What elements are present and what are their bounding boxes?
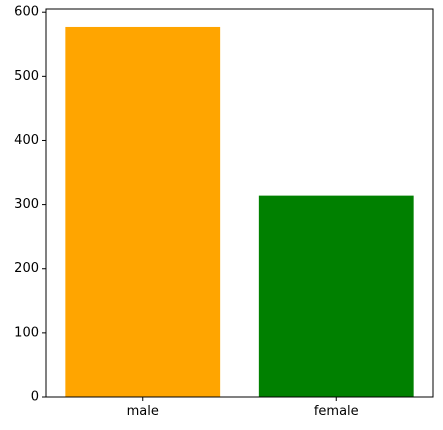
plot-frame — [45, 8, 434, 398]
y-axis: 0 100 200 300 400 500 600 — [14, 5, 46, 405]
y-tick-label-200: 200 — [14, 261, 39, 276]
y-tick-label-400: 400 — [14, 133, 39, 148]
y-tick-label-100: 100 — [14, 325, 39, 340]
x-axis: male female — [127, 397, 359, 419]
bars-group — [65, 26, 414, 397]
y-tick-label-0: 0 — [31, 390, 39, 405]
x-tick-label-male: male — [127, 404, 159, 419]
y-tick-label-300: 300 — [14, 197, 39, 212]
bar-female — [258, 195, 414, 397]
y-tick-label-500: 500 — [14, 69, 39, 84]
y-tick-label-600: 600 — [14, 5, 39, 20]
bar-male — [65, 26, 221, 397]
x-tick-label-female: female — [314, 404, 359, 419]
